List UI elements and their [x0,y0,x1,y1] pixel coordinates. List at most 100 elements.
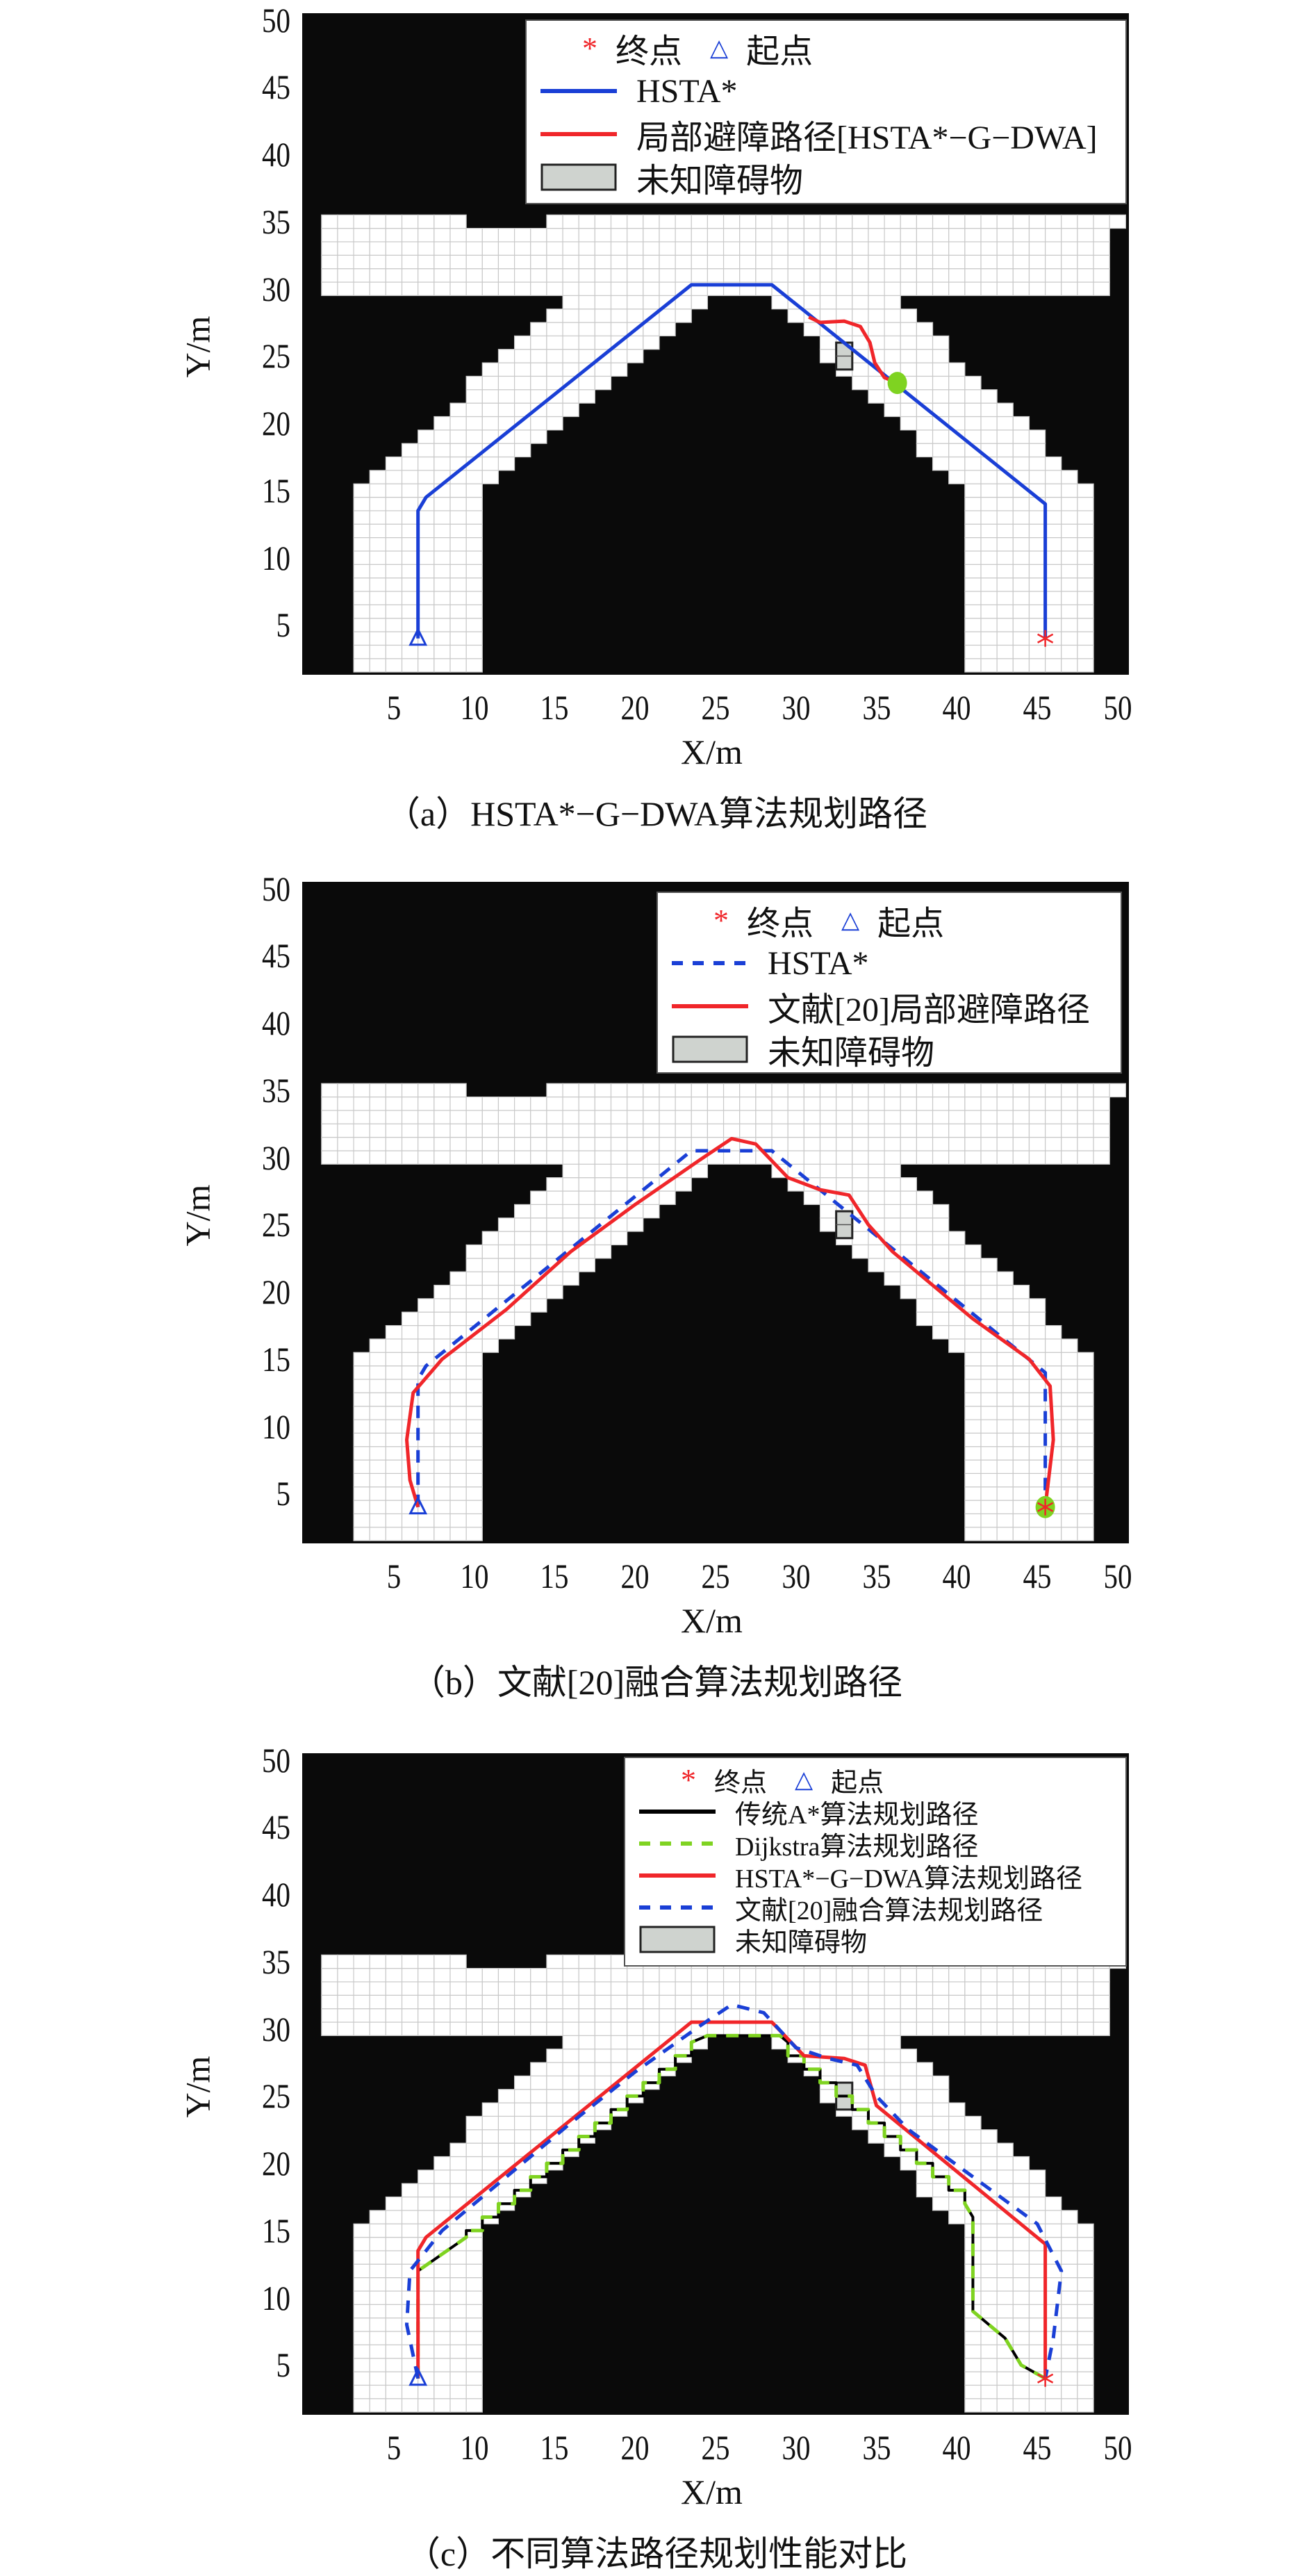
free-cell [787,309,804,323]
free-cell [481,2102,499,2117]
free-cell [1012,631,1030,646]
free-cell [465,1365,483,1380]
free-cell [980,644,998,659]
free-cell [546,281,563,296]
free-cell [691,1981,709,1996]
free-cell [868,2049,885,2063]
free-cell [900,2049,917,2063]
free-cell [852,2035,869,2050]
free-cell [819,1217,837,1232]
free-cell [803,214,821,229]
free-cell [465,375,483,391]
legend-item: 未知障碍物 [639,1923,1112,1958]
free-cell [1077,591,1094,605]
free-cell [739,1150,757,1165]
free-cell [1061,2263,1078,2279]
free-cell [497,2008,515,2023]
free-cell [803,1083,821,1098]
legend-line-swatch [540,89,617,93]
free-cell [1061,1150,1078,1165]
free-cell [497,362,515,377]
free-cell [1045,2021,1062,2036]
free-cell [1028,2263,1046,2279]
free-cell [868,1258,885,1272]
free-cell [1028,604,1046,619]
free-cell [594,1994,612,2010]
x-tick-label: 30 [782,1557,811,1595]
free-cell [1012,564,1030,579]
free-cell [385,2277,403,2292]
free-cell [932,1244,950,1259]
legend: * 终点 △ 起点 传统A*算法规划路径 Dijkstra算法规划路径 HSTA*−G−DW… [624,1757,1127,1967]
free-cell [1028,2183,1046,2198]
free-cell [530,2102,547,2117]
free-cell [337,1954,354,1969]
free-cell [916,416,934,431]
free-cell [964,2398,982,2413]
free-cell [369,1981,386,1996]
free-cell [1077,1472,1094,1488]
free-cell [1061,1110,1078,1124]
free-cell [465,402,483,418]
series-line-0 [416,283,1048,639]
free-cell [514,281,531,296]
free-cell [755,1123,773,1138]
free-cell [659,214,676,229]
free-cell [948,443,966,458]
free-cell [433,1446,451,1461]
free-cell [980,1096,998,1111]
free-cell [996,2008,1014,2023]
free-cell [884,2089,901,2103]
free-cell [836,227,853,243]
free-cell [900,1231,917,1246]
free-cell [852,362,869,377]
free-cell [418,1527,435,1541]
x-tick-label: 30 [782,688,811,727]
legend-label: 未知障碍物 [735,1928,868,1958]
free-cell [369,2384,386,2399]
free-cell [465,1500,483,1515]
free-cell [916,1244,934,1259]
free-cell [353,1352,370,1367]
free-cell [1028,2344,1046,2359]
free-cell [884,1177,901,1192]
free-cell [514,1967,531,1983]
free-cell [996,577,1014,592]
free-cell [562,2089,579,2103]
free-cell [996,1432,1014,1447]
free-cell [996,2223,1014,2238]
free-cell [996,241,1014,256]
free-cell [675,268,692,283]
free-cell [627,1123,644,1138]
free-cell [900,1217,917,1232]
free-cell [465,1446,483,1461]
free-cell [465,2263,483,2279]
free-cell [1093,2021,1110,2036]
free-cell [932,1981,950,1996]
free-cell [1045,1123,1062,1138]
free-cell [433,658,451,673]
y-tick-label: 25 [262,336,290,376]
free-cell [996,2398,1014,2413]
free-cell [1061,618,1078,632]
free-cell [369,214,386,229]
free-cell [1012,1419,1030,1434]
free-cell [433,2008,451,2023]
free-cell [578,2075,595,2090]
free-cell [722,1981,741,1996]
free-cell [1045,1352,1062,1367]
free-cell [916,2169,934,2184]
free-cell [916,214,934,229]
free-cell [884,1190,901,1205]
free-cell [353,2008,370,2023]
free-cell [594,295,612,310]
free-cell [932,2075,950,2090]
legend-item: HSTA* [672,942,1107,985]
free-cell [932,281,950,296]
free-cell [514,1123,531,1138]
free-cell [433,1513,451,1528]
free-cell [707,1110,725,1124]
free-cell [1045,523,1062,539]
free-cell [562,1110,579,1124]
free-cell [1028,227,1046,243]
